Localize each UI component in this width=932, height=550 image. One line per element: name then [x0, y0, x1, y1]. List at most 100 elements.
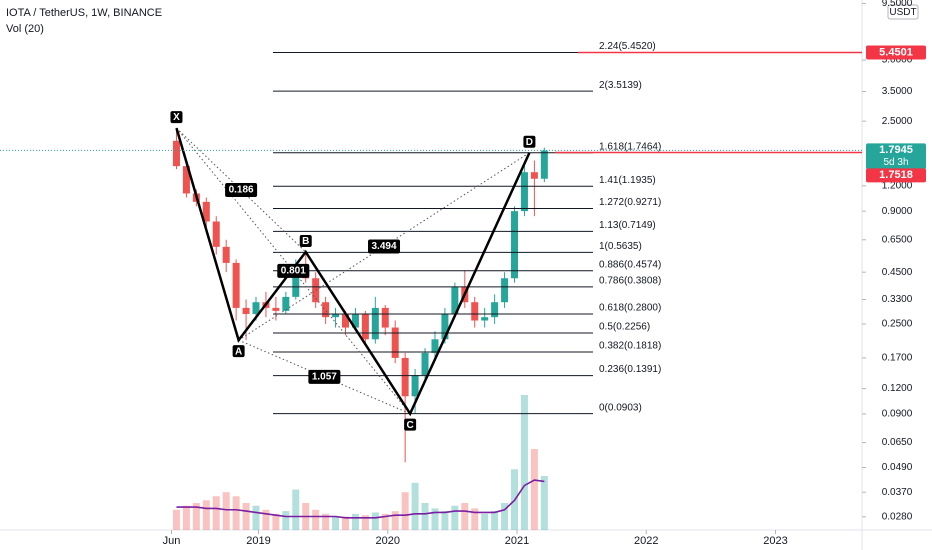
currency-badge[interactable] — [887, 4, 919, 20]
ratio-label: 1.057 — [312, 372, 337, 383]
volume-bar — [341, 516, 349, 530]
volume-bar — [172, 509, 180, 530]
candle-body — [202, 201, 210, 222]
fib-label: 0.886(0.4574) — [599, 259, 661, 270]
point-badge — [404, 418, 417, 431]
candle-body — [272, 307, 280, 311]
y-tick-label: 0.9000 — [882, 206, 913, 217]
candle-body — [332, 313, 340, 318]
candle-body — [491, 302, 499, 318]
volume-bar — [192, 503, 200, 530]
volume-bar — [252, 505, 260, 530]
y-tick-label: 3.5000 — [882, 86, 913, 97]
fib-label: 1.13(0.7149) — [599, 220, 656, 231]
volume-bar — [461, 503, 469, 530]
fib-label: 0.5(0.2256) — [599, 322, 650, 333]
ratio-label: 0.801 — [281, 266, 306, 277]
y-tick-label: 0.0900 — [882, 409, 913, 420]
volume-bar — [272, 513, 280, 530]
y-tick-label: 0.3300 — [882, 294, 913, 305]
volume-bar — [212, 496, 220, 530]
candle-body — [520, 172, 528, 212]
candle-body — [501, 278, 509, 303]
y-tick-label: 1.2000 — [882, 180, 913, 191]
chart-title: IOTA / TetherUS, 1W, BINANCE — [6, 7, 162, 19]
point-label: D — [526, 137, 533, 148]
volume-bar — [292, 489, 300, 530]
candle-body — [451, 287, 459, 314]
y-tick-label: 0.0650 — [882, 437, 913, 448]
candle-body — [172, 140, 180, 167]
point-label: C — [406, 420, 413, 431]
ratio-badge — [277, 263, 310, 278]
volume-bar — [322, 513, 330, 530]
y-tick-label: 0.2500 — [882, 319, 913, 330]
candle-body — [401, 357, 409, 397]
volume-bar — [202, 500, 210, 530]
y-tick-label: 0.4500 — [882, 267, 913, 278]
price-label: 1.7518 — [879, 169, 913, 181]
candle-body — [540, 150, 548, 179]
x-tick-label: 2020 — [376, 535, 400, 547]
candle-body — [351, 313, 359, 328]
point-badge — [170, 111, 183, 124]
volume-bar — [361, 515, 369, 530]
candle-body — [232, 262, 240, 308]
candle-body — [391, 327, 399, 358]
volume-bar — [242, 503, 250, 530]
price-badge — [866, 168, 926, 183]
candle-body — [411, 375, 419, 397]
ratio-badge — [308, 369, 341, 384]
last-price-label: 1.7945 — [879, 144, 913, 156]
candle-body — [371, 307, 379, 340]
point-label: A — [235, 346, 242, 357]
point-badge — [232, 345, 245, 358]
volume-bar — [381, 513, 389, 530]
volume-bar — [491, 511, 499, 530]
volume-ma-line — [176, 479, 545, 519]
volume-bar — [451, 505, 459, 530]
candle-body — [530, 172, 538, 179]
point-badge — [299, 234, 312, 247]
ratio-badge — [368, 239, 401, 254]
candle-body — [312, 278, 320, 303]
fib-label: 2(3.5139) — [599, 80, 642, 91]
x-tick-label: 2022 — [634, 535, 658, 547]
candle-body — [212, 221, 220, 247]
pattern-line — [175, 127, 531, 417]
fib-label: 1.618(1.7464) — [599, 141, 661, 152]
candle-body — [222, 246, 230, 263]
candle-body — [471, 302, 479, 321]
volume-bar — [501, 503, 509, 530]
point-label: X — [173, 112, 180, 123]
candle-body — [341, 313, 349, 328]
fib-label: 0.382(0.1818) — [599, 341, 661, 352]
volume-bar — [520, 395, 528, 530]
volume-bar — [312, 509, 320, 530]
y-tick-label: 0.6500 — [882, 234, 913, 245]
candle-body — [182, 166, 190, 194]
fib-label: 0.236(0.1391) — [599, 364, 661, 375]
candle-body — [511, 211, 519, 279]
countdown: 5d 3h — [883, 157, 908, 168]
candle-body — [322, 302, 330, 318]
volume-bar — [222, 492, 230, 530]
fib-label: 1(0.5635) — [599, 241, 642, 252]
price-badge — [866, 45, 926, 60]
volume-bar — [351, 513, 359, 530]
volume-bar — [540, 476, 548, 530]
ratio-label: 0.186 — [229, 185, 254, 196]
fib-label: 0.618(0.2800) — [599, 303, 661, 314]
candle-body — [381, 307, 389, 328]
candle-body — [481, 317, 489, 321]
volume-bar — [232, 496, 240, 530]
volume-bar — [481, 513, 489, 530]
candle-body — [441, 313, 449, 340]
x-tick-label: 2021 — [505, 535, 529, 547]
y-tick-label: 0.0370 — [882, 487, 913, 498]
currency: USDT — [889, 7, 916, 18]
ratio-label: 3.494 — [372, 241, 397, 252]
volume-bar — [411, 482, 419, 530]
